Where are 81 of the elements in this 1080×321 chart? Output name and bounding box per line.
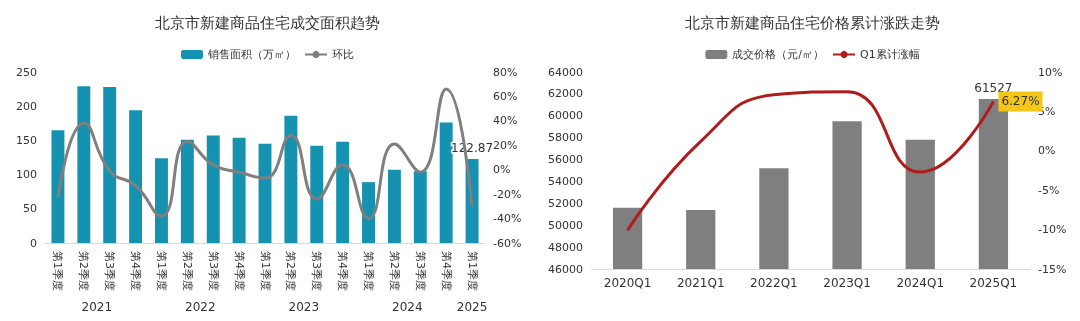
text: 2022 [185, 300, 216, 314]
y2-tick-label: 60% [493, 89, 518, 103]
y2-tick-label: -60% [493, 236, 522, 250]
x-tick-label: 第2季度 [284, 251, 298, 291]
text: 2025 [456, 300, 488, 314]
data-label: 61527 [974, 81, 1013, 96]
x-tick-label: 第1季度 [465, 251, 479, 291]
chart-title: 北京市新建商品住宅价格累计涨跌走势 [685, 13, 940, 32]
bar [129, 110, 143, 243]
x-tick-label: 第1季度 [258, 251, 272, 291]
y2-tick-label: 10% [1038, 65, 1063, 79]
y2-tick-label: -15% [1038, 262, 1067, 276]
y-tick-label: 64000 [547, 65, 583, 79]
legend-label: 环比 [332, 48, 354, 61]
y2-tick-label: 80% [493, 65, 518, 79]
chart-title: 北京市新建商品住宅成交面积趋势 [155, 13, 380, 32]
x-tick-label: 2021Q1 [676, 276, 725, 290]
bar [362, 182, 375, 243]
x-tick-label: 第3季度 [103, 251, 117, 291]
bar [310, 145, 324, 243]
x-tick-label: 第1季度 [154, 251, 168, 291]
y-tick-label: 52000 [547, 196, 583, 210]
y-tick-label: 100 [16, 168, 37, 182]
y2-tick-label: -40% [493, 212, 522, 226]
y2-tick-label: 0% [493, 163, 511, 177]
y-tick-label: 50 [23, 202, 37, 216]
line-series [626, 90, 995, 232]
bar [284, 115, 298, 243]
bar [155, 158, 168, 243]
y-tick-label: 58000 [547, 131, 583, 145]
bar [180, 139, 194, 243]
y-tick-label: 60000 [547, 109, 583, 123]
data-label: 6.27% [1001, 94, 1040, 109]
x-tick-label: 第2季度 [77, 251, 91, 291]
y-tick-label: 0 [30, 236, 37, 250]
y2-tick-label: 40% [493, 114, 518, 128]
x-tick-label: 第4季度 [232, 251, 246, 291]
x-tick-label: 第2季度 [180, 251, 194, 291]
text: 2023 [288, 300, 320, 314]
y-tick-label: 250 [16, 65, 37, 79]
x-tick-label: 2024Q1 [896, 276, 945, 290]
y-tick-label: 200 [16, 99, 37, 113]
x-tick-label: 第4季度 [336, 251, 350, 291]
y2-tick-label: -20% [493, 187, 522, 201]
bar [232, 137, 246, 243]
y-tick-label: 48000 [547, 240, 583, 254]
bar [103, 87, 117, 243]
y-tick-label: 150 [16, 133, 37, 147]
text: 2024 [392, 300, 423, 314]
bar [439, 122, 453, 243]
bar [51, 130, 65, 243]
bar [77, 86, 91, 243]
y-tick-label: 56000 [547, 153, 583, 167]
bar [387, 169, 401, 243]
y-tick-label: 54000 [547, 174, 583, 188]
bar [206, 135, 220, 243]
x-tick-label: 2020Q1 [603, 276, 652, 290]
y2-tick-label: -10% [1038, 223, 1067, 237]
legend-label: 销售面积（万㎡） [207, 48, 296, 61]
text: 2021 [81, 300, 113, 314]
x-tick-label: 2025Q1 [969, 276, 1018, 290]
x-tick-label: 第1季度 [51, 251, 65, 291]
y-tick-label: 62000 [547, 87, 583, 101]
x-tick-label: 第1季度 [362, 251, 376, 291]
bar [336, 141, 350, 243]
x-tick-label: 2022Q1 [750, 276, 798, 290]
bar [413, 171, 427, 243]
x-tick-label: 第4季度 [129, 251, 143, 291]
x-tick-label: 第3季度 [206, 251, 220, 291]
legend-label: 成交价格（元/㎡） [732, 48, 825, 61]
y2-tick-label: 0% [1038, 144, 1056, 158]
legend-label: Q1累计涨幅 [860, 48, 920, 61]
y2-tick-label: -5% [1038, 183, 1060, 197]
x-tick-label: 2023Q1 [823, 276, 871, 290]
y-tick-label: 50000 [547, 218, 583, 232]
y2-tick-label: 20% [493, 138, 518, 152]
x-tick-label: 第4季度 [439, 251, 453, 291]
x-tick-label: 第3季度 [413, 251, 427, 291]
y-tick-label: 46000 [547, 262, 583, 276]
x-tick-label: 第2季度 [387, 251, 401, 291]
x-tick-label: 第3季度 [310, 251, 324, 291]
